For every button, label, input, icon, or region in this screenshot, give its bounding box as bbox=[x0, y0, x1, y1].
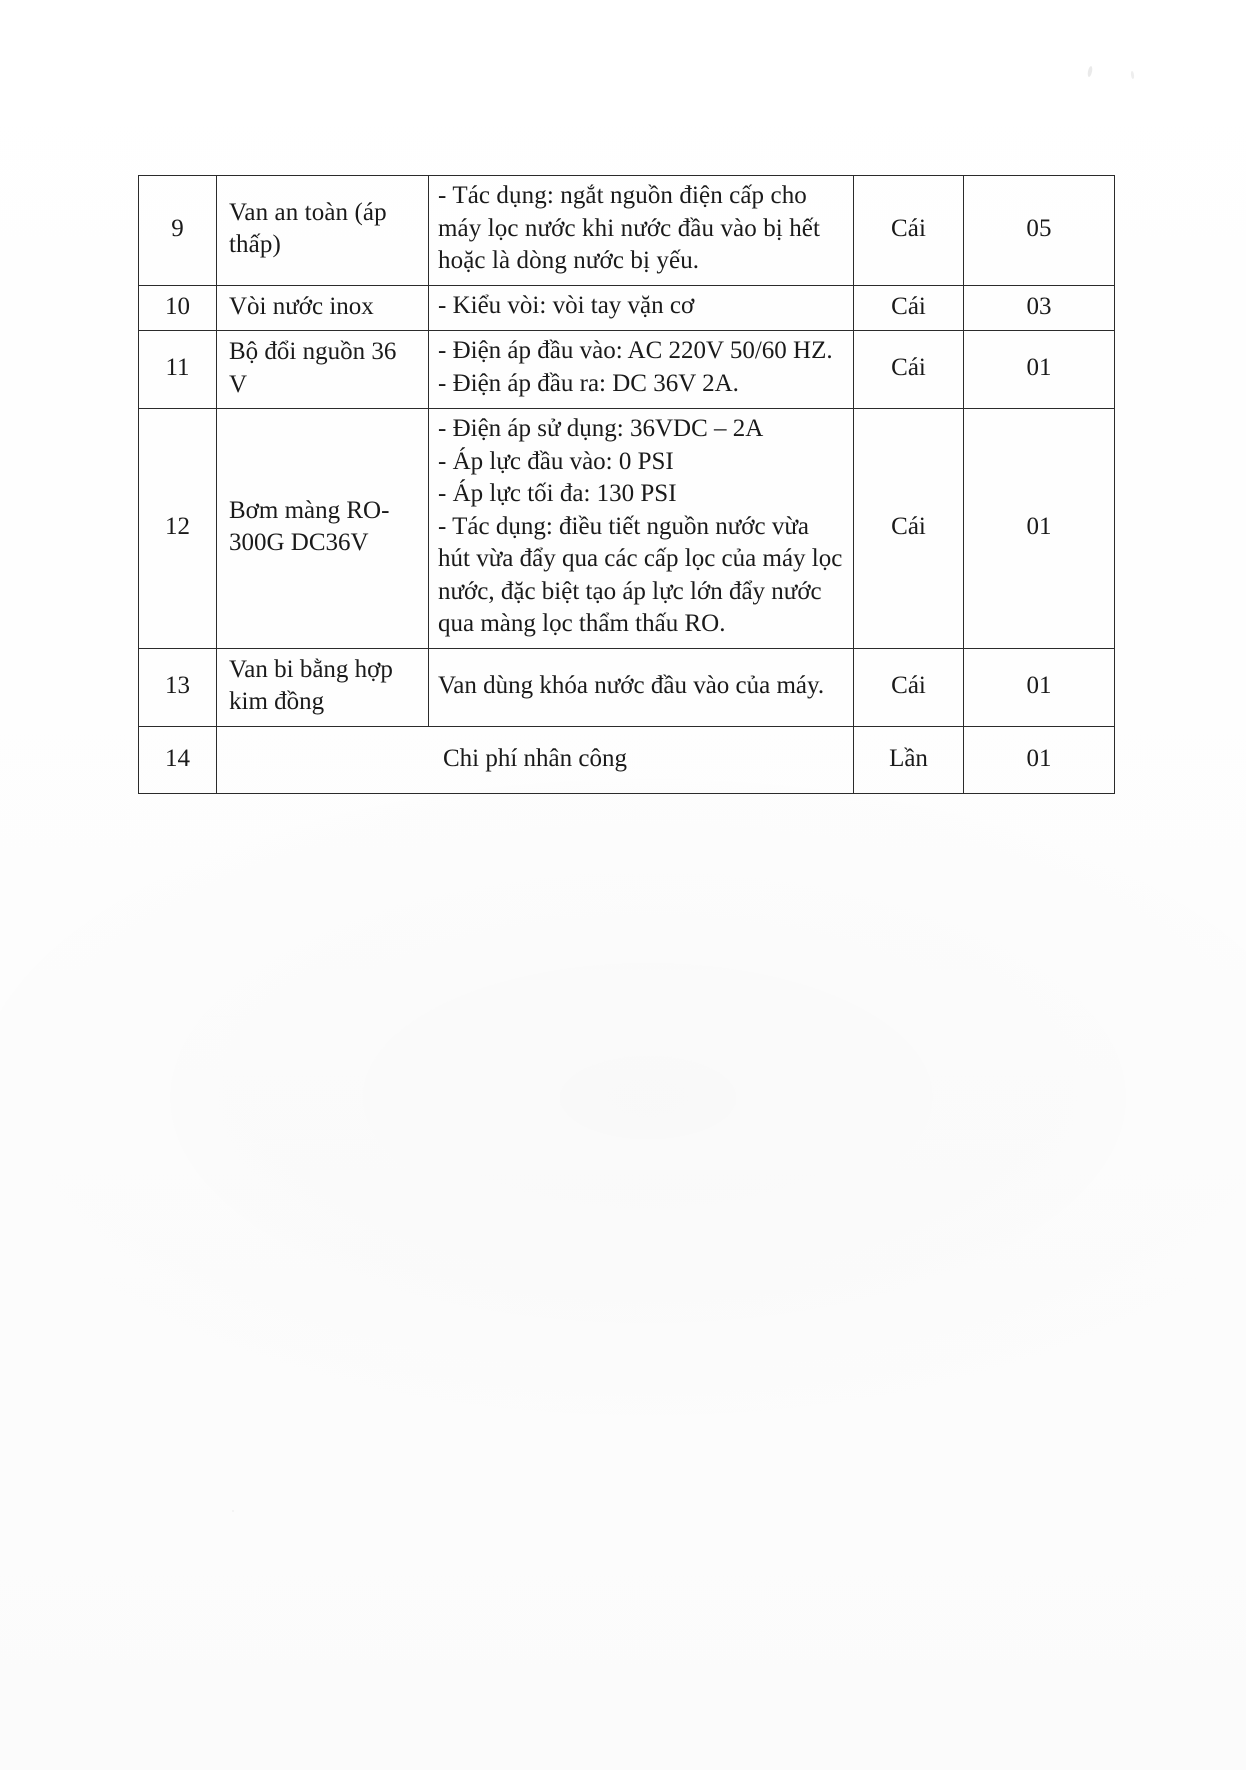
spec-line: - Tác dụng: ngắt nguồn điện cấp cho máy … bbox=[438, 182, 821, 274]
item-quantity-cell: 01 bbox=[963, 647, 1115, 727]
row-index-cell: 14 bbox=[138, 725, 217, 794]
item-spec-cell: - Kiểu vòi: vòi tay vặn cơ bbox=[428, 284, 854, 331]
table-row: 10 Vòi nước inox - Kiểu vòi: vòi tay vặn… bbox=[138, 284, 1115, 331]
spec-line: - Điện áp sử dụng: 36VDC – 2A bbox=[438, 415, 764, 442]
spec-line: - Điện áp đầu vào: AC 220V 50/60 HZ. bbox=[438, 337, 833, 364]
item-quantity-cell: 03 bbox=[963, 284, 1115, 331]
item-spec-cell: - Điện áp đầu vào: AC 220V 50/60 HZ. - Đ… bbox=[428, 330, 854, 409]
item-unit-cell: Cái bbox=[853, 175, 964, 286]
row-index-cell: 11 bbox=[138, 330, 217, 409]
item-unit-cell: Cái bbox=[853, 408, 964, 649]
item-spec-cell: - Tác dụng: ngắt nguồn điện cấp cho máy … bbox=[428, 175, 854, 286]
scan-artifact-speck bbox=[232, 1510, 234, 1512]
table-row: 12 Bơm màng RO-300G DC36V - Điện áp sử d… bbox=[138, 408, 1115, 649]
table-row: 14 Chi phí nhân công Lần 01 bbox=[138, 725, 1115, 794]
labor-cost-label-cell: Chi phí nhân công bbox=[216, 725, 854, 794]
spec-line: Van dùng khóa nước đầu vào của máy. bbox=[438, 672, 825, 700]
item-unit-cell: Cái bbox=[853, 284, 964, 331]
item-unit-cell: Cái bbox=[853, 647, 964, 727]
item-quantity-cell: 01 bbox=[963, 725, 1115, 794]
item-name-cell: Van bi bằng hợp kim đồng bbox=[216, 647, 429, 727]
item-spec-cell: - Điện áp sử dụng: 36VDC – 2A - Áp lực đ… bbox=[428, 408, 854, 649]
item-unit-cell: Lần bbox=[853, 725, 964, 794]
table-row: 11 Bộ đổi nguồn 36 V - Điện áp đầu vào: … bbox=[138, 330, 1115, 409]
item-spec-cell: Van dùng khóa nước đầu vào của máy. bbox=[428, 647, 854, 727]
table-row: 9 Van an toàn (áp thấp) - Tác dụng: ngắt… bbox=[138, 175, 1115, 286]
spec-line: - Tác dụng: điều tiết nguồn nước vừa hút… bbox=[438, 512, 843, 638]
item-name-cell: Bơm màng RO-300G DC36V bbox=[216, 408, 429, 649]
item-quantity-cell: 05 bbox=[963, 175, 1115, 286]
row-index-cell: 9 bbox=[138, 175, 217, 286]
item-quantity-cell: 01 bbox=[963, 330, 1115, 409]
scan-artifact-speck bbox=[1130, 70, 1135, 80]
table-row: 13 Van bi bằng hợp kim đồng Van dùng khó… bbox=[138, 647, 1115, 727]
item-name-cell: Vòi nước inox bbox=[216, 284, 429, 331]
row-index-cell: 13 bbox=[138, 647, 217, 727]
scan-artifact-speck bbox=[1086, 65, 1094, 78]
item-unit-cell: Cái bbox=[853, 330, 964, 409]
spec-line: - Áp lực tối đa: 130 PSI bbox=[438, 480, 677, 507]
spec-line: - Điện áp đầu ra: DC 36V 2A. bbox=[438, 369, 739, 397]
spec-line: - Kiểu vòi: vòi tay vặn cơ bbox=[438, 291, 695, 319]
item-name-cell: Van an toàn (áp thấp) bbox=[216, 175, 429, 286]
equipment-specification-table: 9 Van an toàn (áp thấp) - Tác dụng: ngắt… bbox=[138, 175, 1115, 794]
row-index-cell: 10 bbox=[138, 284, 217, 331]
item-name-cell: Bộ đổi nguồn 36 V bbox=[216, 330, 429, 409]
item-quantity-cell: 01 bbox=[963, 408, 1115, 649]
row-index-cell: 12 bbox=[138, 408, 217, 649]
spec-line: - Áp lực đầu vào: 0 PSI bbox=[438, 447, 674, 475]
